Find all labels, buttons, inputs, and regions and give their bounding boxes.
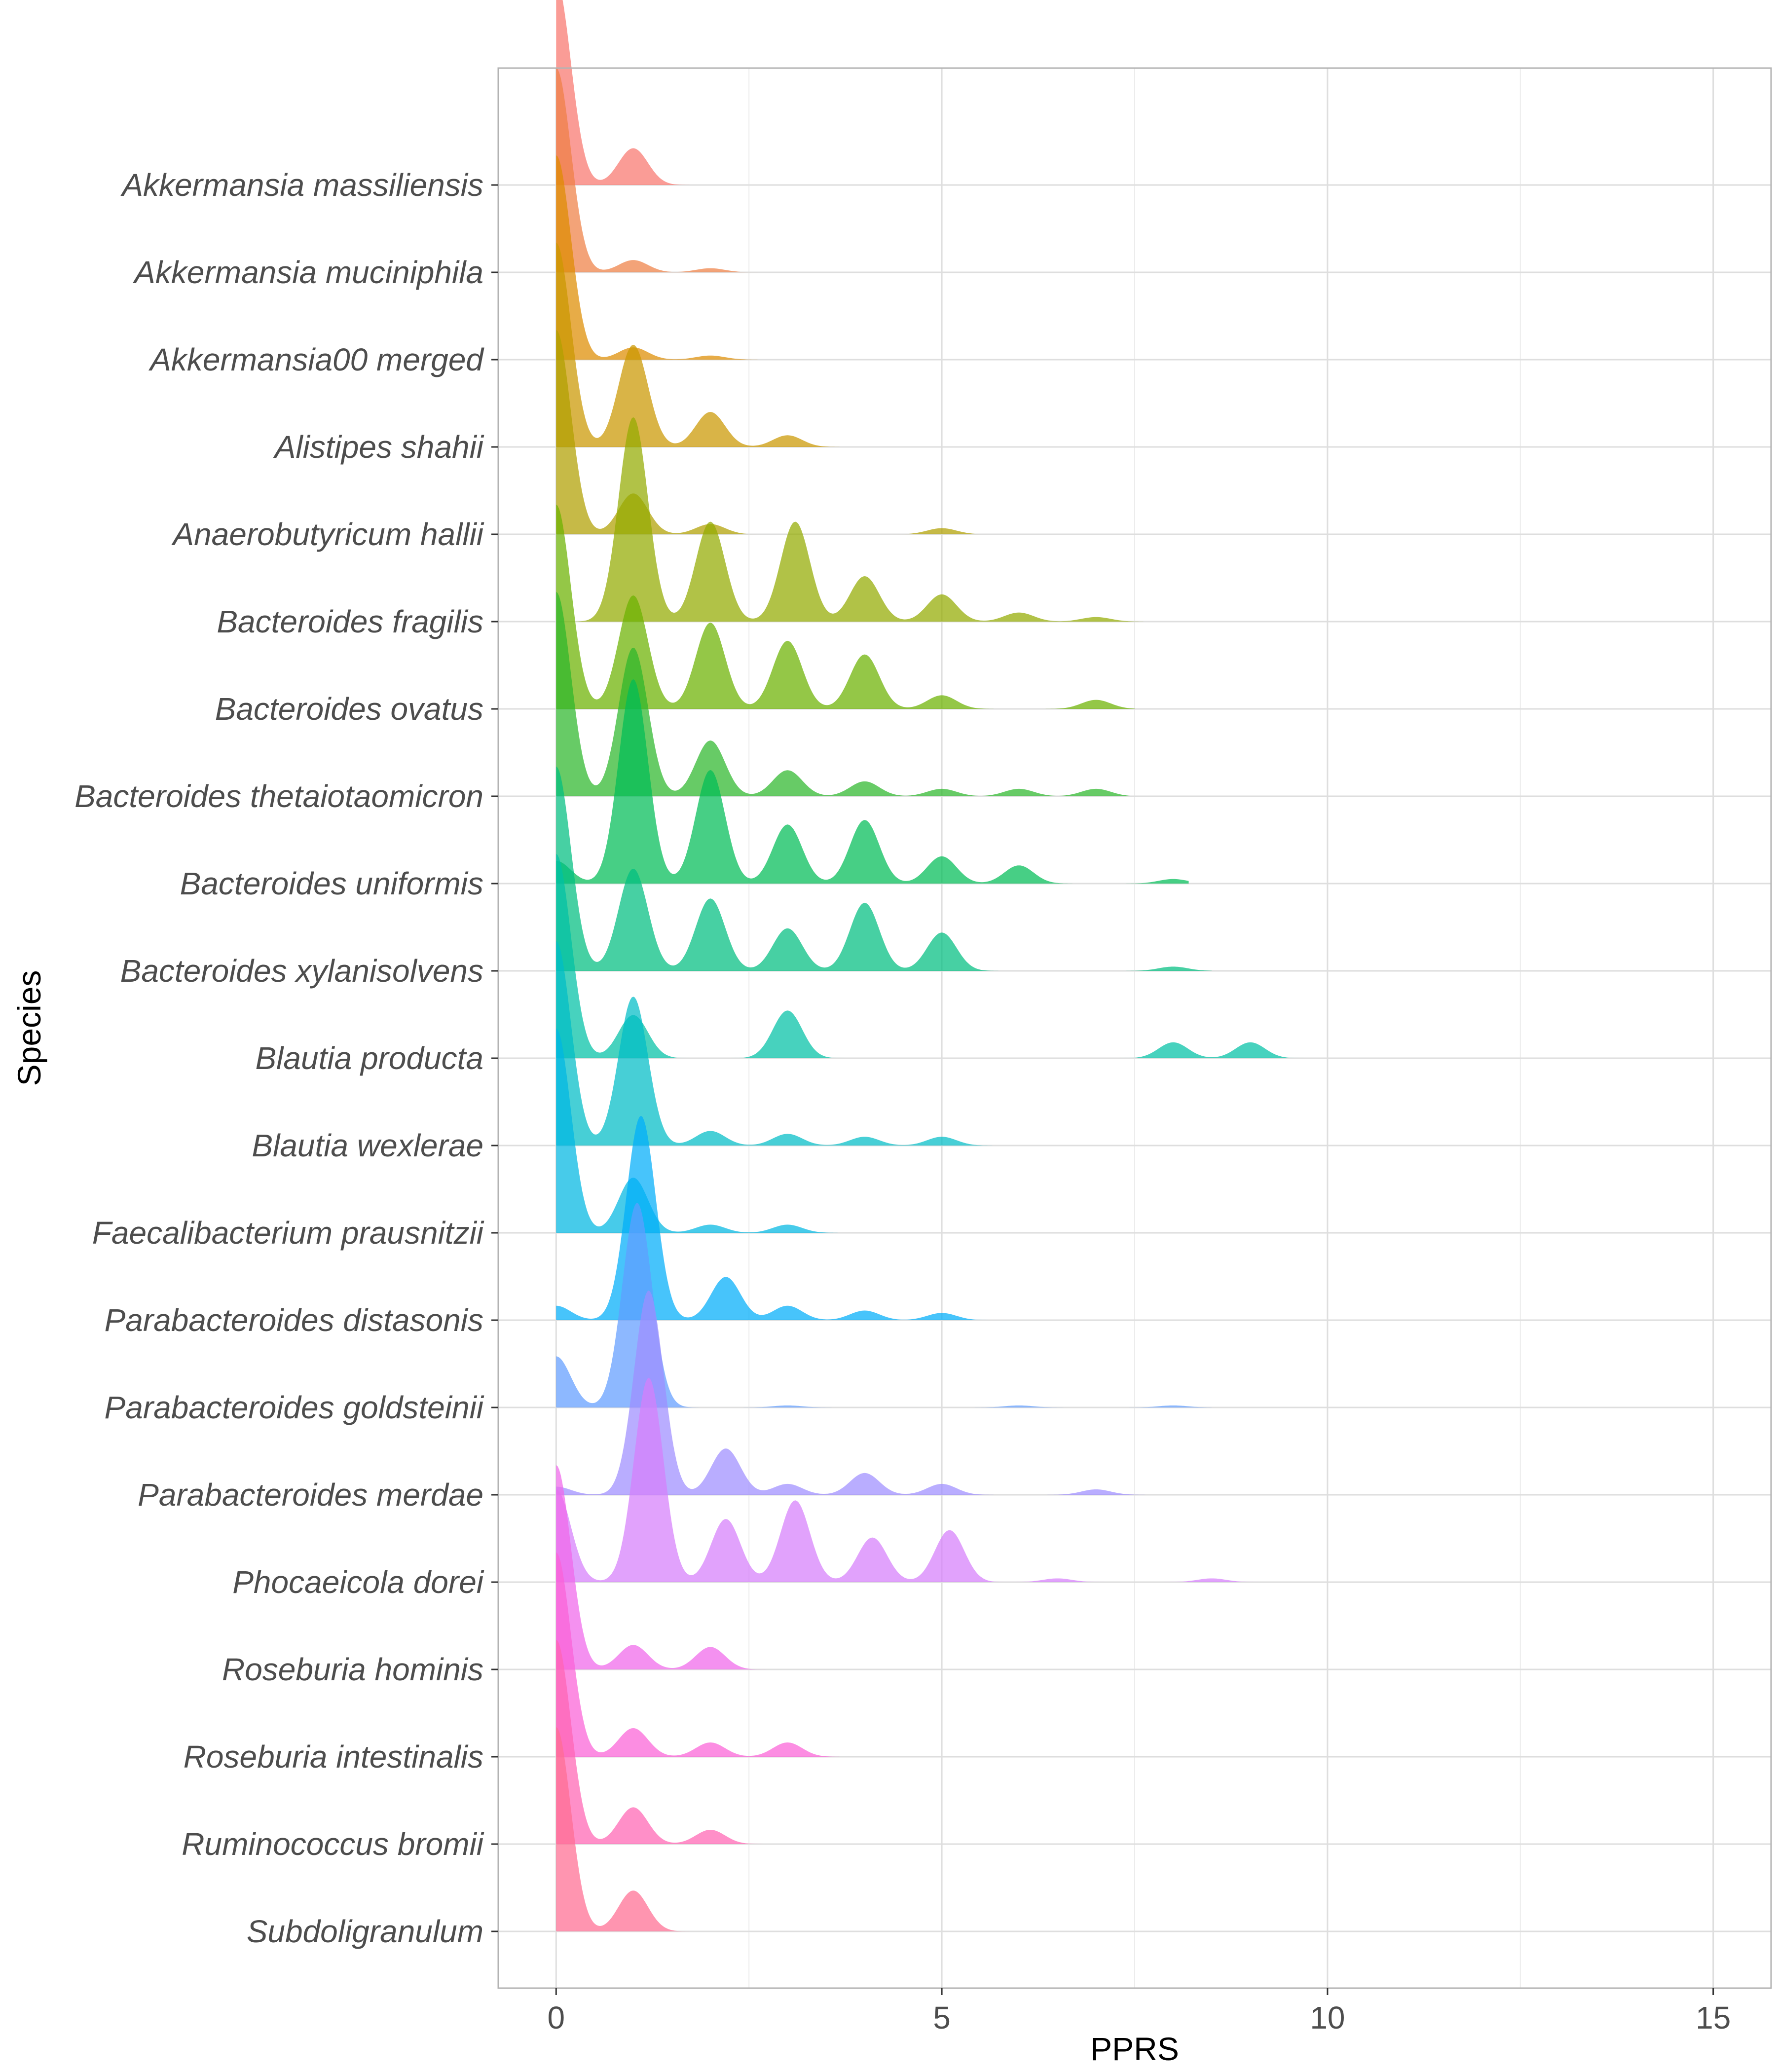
ridge-ruminococcus-bromii [556,1639,773,1844]
y-tick-label: Blautia producta [255,1040,483,1076]
y-tick-label: Alistipes shahii [273,429,484,465]
ridge-parabacteroides-distasonis [556,1115,988,1320]
y-tick-label: Bacteroides thetaiotaomicron [74,778,483,814]
y-tick-label: Bacteroides ovatus [215,691,483,727]
y-tick-label: Roseburia hominis [222,1652,483,1687]
ridge-parabacteroides-goldsteinii [556,1203,1212,1407]
x-tick-label: 0 [547,2000,565,2035]
ridge-subdoligranulum [556,1727,695,1931]
x-tick-label: 10 [1310,2000,1345,2035]
y-tick-label: Akkermansia00 merged [148,342,484,377]
ridge-blautia-wexlerae [556,941,996,1146]
y-tick-label: Parabacteroides distasonis [105,1302,483,1338]
ridge-roseburia-hominis [556,1465,773,1669]
x-tick-label: 15 [1696,2000,1731,2035]
y-tick-label: Akkermansia massiliensis [120,167,483,203]
ridge-bacteroides-thetaiotaomicron [556,592,1135,796]
y-tick-label: Anaerobutyricum hallii [171,517,484,552]
ridge-akkermansia00-merged [556,155,826,360]
ridge-alistipes-shahii [556,242,842,447]
y-tick-label: Roseburia intestinalis [184,1739,483,1775]
ridge-roseburia-intestinalis [556,1552,842,1757]
y-tick-label: Parabacteroides merdae [138,1477,483,1513]
ridge-akkermansia-massiliensis [556,0,695,185]
y-tick-label: Parabacteroides goldsteinii [105,1390,484,1425]
y-tick-label: Bacteroides xylanisolvens [120,953,483,989]
y-tick-label: Akkermansia muciniphila [132,255,483,290]
y-tick-label: Blautia wexlerae [252,1128,483,1163]
ridge-phocaeicola-dorei [556,1377,1367,1582]
ridge-bacteroides-xylanisolvens [556,766,1212,971]
y-tick-label: Subdoligranulum [247,1914,483,1949]
y-tick-label: Faecalibacterium prausnitzii [92,1215,484,1251]
panel-border [497,67,1772,1989]
grid-layer [498,68,1771,1988]
y-axis-title: Species [11,970,47,1086]
y-tick-label: Ruminococcus bromii [182,1826,484,1862]
ridge-bacteroides-ovatus [556,504,1135,709]
y-tick-label: Phocaeicola dorei [232,1564,484,1600]
ridge-bacteroides-fragilis [556,417,1204,622]
ridge-akkermansia-muciniphila [556,68,834,273]
x-axis: 0 5 10 15 [547,1988,1731,2035]
y-tick-label: Bacteroides uniformis [180,866,483,901]
y-axis: Akkermansia massiliensis Akkermansia muci… [74,167,498,1949]
y-tick-label: Bacteroides fragilis [217,604,483,639]
x-tick-label: 5 [933,2000,951,2035]
x-axis-title: PPRS [1090,2031,1179,2067]
ridge-bacteroides-uniformis [556,679,1189,884]
ridge-layer [556,0,1367,1931]
